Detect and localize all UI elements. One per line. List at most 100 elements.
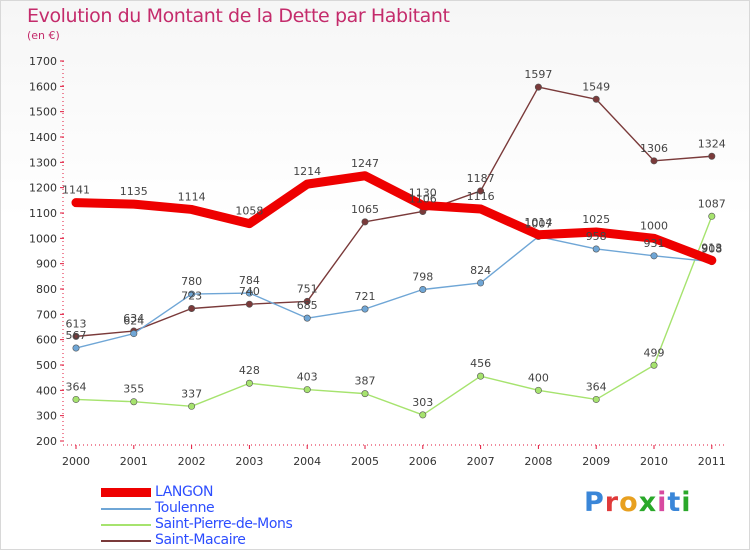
data-point-saint-pierre-de-mons xyxy=(592,395,600,403)
chart-axes: 200 300 400 500 600 700 800 900 1000 1100 1200 1300… xyxy=(29,55,726,468)
data-label-saint-macaire: 1549 xyxy=(582,80,610,93)
y-tick-label: 300 xyxy=(36,410,57,423)
data-label-saint-macaire: 1324 xyxy=(698,137,726,150)
data-point-saint-pierre-de-mons xyxy=(534,386,542,394)
data-point-toulenne xyxy=(188,290,196,298)
y-tick-label: 600 xyxy=(36,334,57,347)
data-label-saint-macaire: 1106 xyxy=(409,192,437,205)
data-label-saint-pierre-de-mons: 428 xyxy=(239,364,260,377)
data-label-saint-pierre-de-mons: 499 xyxy=(644,346,665,359)
data-point-langon xyxy=(591,227,601,237)
data-point-langon xyxy=(245,219,254,228)
data-label-langon: 1141 xyxy=(62,184,90,197)
data-point-saint-macaire xyxy=(188,305,196,313)
data-label-toulenne: 798 xyxy=(412,271,433,284)
data-label-langon: 1114 xyxy=(178,190,206,203)
data-point-saint-pierre-de-mons xyxy=(72,395,80,403)
x-tick-label: 2006 xyxy=(409,455,437,468)
data-label-langon: 1000 xyxy=(640,219,668,232)
data-point-toulenne xyxy=(72,344,80,352)
data-point-langon xyxy=(360,171,370,181)
data-point-saint-pierre-de-mons xyxy=(477,372,485,380)
data-label-saint-macaire: 1306 xyxy=(640,142,668,155)
data-label-langon: 1214 xyxy=(293,165,321,178)
data-point-toulenne xyxy=(303,314,311,322)
data-point-saint-macaire xyxy=(708,152,716,160)
data-labels: 1141 1135 1114 1058 1214 1247 1130 1116 1014 1025… xyxy=(62,68,726,409)
x-tick-label: 2005 xyxy=(351,455,379,468)
y-tick-label: 500 xyxy=(36,359,57,372)
data-label-toulenne: 824 xyxy=(470,264,491,277)
data-label-saint-pierre-de-mons: 387 xyxy=(355,375,376,388)
data-point-saint-macaire xyxy=(245,300,253,308)
data-point-toulenne xyxy=(361,305,369,313)
data-point-toulenne xyxy=(130,330,138,338)
data-label-saint-macaire: 1597 xyxy=(524,68,552,81)
legend-label-toulenne: Toulenne xyxy=(155,500,215,516)
chart-subtitle: (en €) xyxy=(27,29,60,42)
data-label-saint-pierre-de-mons: 355 xyxy=(123,383,144,396)
data-point-langon xyxy=(187,205,196,214)
series-line-toulenne xyxy=(75,235,713,349)
legend-label-saint-pierre-de-mons: Saint-Pierre-de-Mons xyxy=(155,516,293,532)
legend-swatch-langon xyxy=(101,488,151,497)
data-label-saint-pierre-de-mons: 403 xyxy=(297,371,318,384)
y-tick-label: 1700 xyxy=(29,55,57,68)
data-point-saint-pierre-de-mons xyxy=(708,212,716,220)
data-label-saint-pierre-de-mons: 364 xyxy=(586,380,607,393)
data-point-saint-macaire xyxy=(534,83,542,91)
data-label-saint-macaire: 613 xyxy=(66,317,87,330)
data-point-saint-macaire xyxy=(477,187,485,195)
data-label-langon: 1135 xyxy=(120,185,148,198)
data-point-langon xyxy=(302,179,312,189)
data-point-saint-macaire xyxy=(303,297,311,305)
y-tick-label: 400 xyxy=(36,384,57,397)
data-label-langon: 1116 xyxy=(467,190,495,203)
data-point-saint-macaire xyxy=(650,157,658,165)
data-label-langon: 1058 xyxy=(235,205,263,218)
series-line-saint-macaire xyxy=(75,86,713,338)
data-label-toulenne: 958 xyxy=(586,230,607,243)
data-point-saint-macaire xyxy=(592,95,600,103)
x-tick-label: 2001 xyxy=(120,455,148,468)
data-label-toulenne: 624 xyxy=(123,315,144,328)
data-point-saint-macaire xyxy=(72,332,80,340)
y-tick-label: 1100 xyxy=(29,207,57,220)
data-label-toulenne: 780 xyxy=(181,275,202,288)
legend-swatch-toulenne xyxy=(101,508,151,510)
y-tick-label: 900 xyxy=(36,258,57,271)
data-point-langon xyxy=(707,256,717,265)
legend-label-langon: LANGON xyxy=(155,484,214,500)
data-label-toulenne: 784 xyxy=(239,274,260,287)
x-tick-label: 2003 xyxy=(235,455,263,468)
data-point-toulenne xyxy=(419,286,427,294)
data-point-toulenne xyxy=(592,245,600,253)
data-label-saint-macaire: 740 xyxy=(239,285,260,298)
y-tick-label: 1200 xyxy=(29,182,57,195)
data-label-toulenne: 721 xyxy=(355,290,376,303)
logo-letter: t xyxy=(667,487,682,518)
data-label-saint-pierre-de-mons: 364 xyxy=(66,380,87,393)
data-label-toulenne: 931 xyxy=(644,237,665,250)
x-tick-label: 2000 xyxy=(62,455,90,468)
data-label-toulenne: 1007 xyxy=(524,218,552,231)
data-label-toulenne: 567 xyxy=(66,329,87,342)
data-point-langon xyxy=(129,199,139,209)
data-label-saint-macaire: 751 xyxy=(297,282,318,295)
x-tick-label: 2002 xyxy=(178,455,206,468)
y-tick-label: 800 xyxy=(36,283,57,296)
data-point-saint-pierre-de-mons xyxy=(245,379,253,387)
series-line-saint-pierre-de-mons xyxy=(75,215,713,416)
data-point-saint-pierre-de-mons xyxy=(303,386,311,394)
data-label-saint-pierre-de-mons: 1087 xyxy=(698,197,726,210)
data-point-saint-pierre-de-mons xyxy=(361,390,369,398)
data-point-saint-pierre-de-mons xyxy=(650,361,658,369)
x-tick-label: 2004 xyxy=(293,455,321,468)
data-label-saint-macaire: 634 xyxy=(123,312,144,325)
legend-swatch-saint-macaire xyxy=(101,540,151,542)
data-point-langon xyxy=(418,201,428,210)
data-point-langon xyxy=(71,198,81,207)
legend-swatch-saint-pierre-de-mons xyxy=(101,524,151,526)
data-label-toulenne: 685 xyxy=(297,299,318,312)
